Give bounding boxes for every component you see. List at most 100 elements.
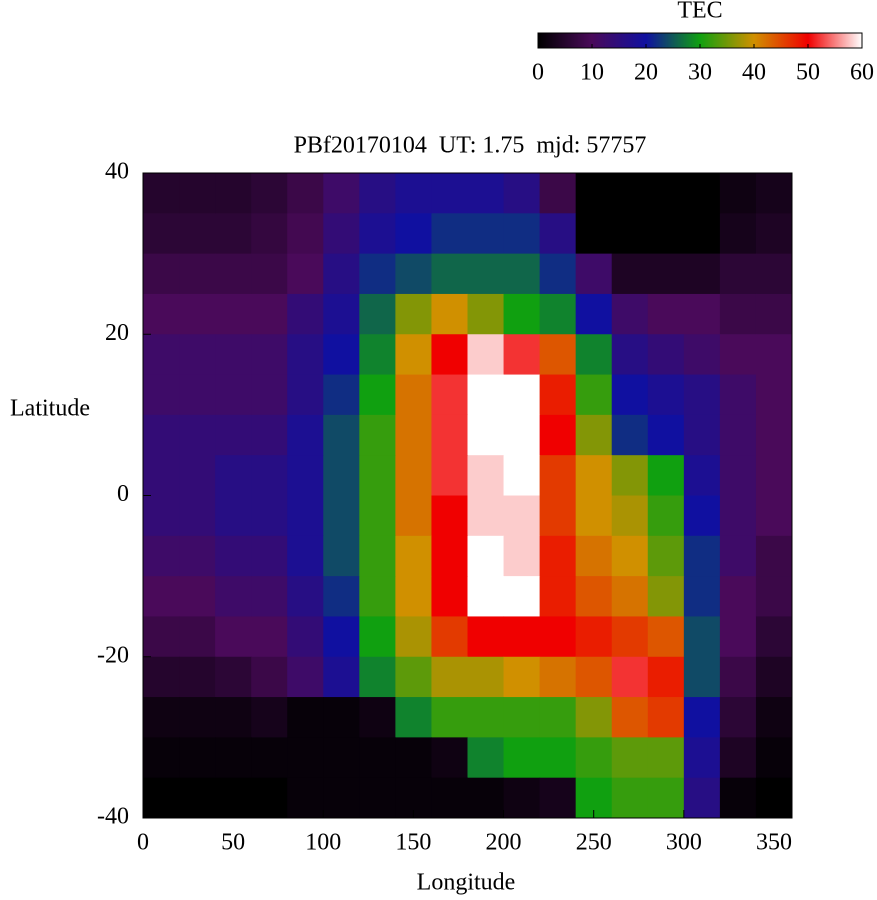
heat-cell: [143, 414, 180, 456]
heat-cell: [179, 697, 216, 738]
heat-cell: [503, 616, 541, 658]
heat-cell: [755, 293, 793, 335]
heat-cell: [395, 455, 432, 496]
y-axis-label: Latitude: [10, 396, 90, 422]
heat-cell: [575, 455, 613, 496]
heat-cell: [395, 334, 432, 376]
heat-cell: [683, 455, 721, 496]
heat-cell: [539, 293, 577, 335]
heat-cell: [611, 697, 649, 738]
heat-cell: [215, 213, 252, 255]
heat-cell: [683, 173, 721, 214]
y-tick-label: 0: [117, 481, 129, 507]
heat-cell: [359, 656, 396, 698]
heat-cell: [467, 334, 505, 376]
heat-cell: [647, 616, 685, 658]
heat-cell: [575, 697, 613, 738]
heat-cell: [323, 777, 360, 819]
heat-cell: [215, 253, 252, 295]
heat-cell: [251, 414, 288, 456]
heat-cell: [503, 737, 541, 779]
heat-cell: [143, 777, 180, 819]
heat-cell: [359, 576, 396, 617]
heat-cell: [431, 656, 468, 698]
heat-cell: [683, 737, 721, 779]
heat-cell: [539, 495, 577, 537]
heat-cell: [431, 293, 468, 335]
heat-cell: [251, 737, 288, 779]
heat-cell: [359, 293, 396, 335]
heat-cell: [467, 293, 505, 335]
heat-cell: [359, 697, 396, 738]
heat-cell: [575, 656, 613, 698]
heat-cell: [431, 576, 468, 617]
heat-cell: [575, 414, 613, 456]
heat-cell: [179, 414, 216, 456]
heat-cell: [143, 455, 180, 496]
chart-title: PBf20170104 UT: 1.75 mjd: 57757: [294, 133, 647, 159]
heat-cell: [143, 697, 180, 738]
x-tick-label: 300: [666, 830, 702, 856]
heat-cell: [539, 697, 577, 738]
heat-cell: [251, 173, 288, 214]
heat-cell: [323, 213, 360, 255]
colorbar-tick-label: 60: [850, 60, 874, 86]
heat-cell: [503, 455, 541, 496]
x-tick-label: 150: [395, 830, 431, 856]
heat-cell: [683, 414, 721, 456]
heat-cell: [143, 576, 180, 617]
heat-cell: [647, 697, 685, 738]
heat-cell: [395, 414, 432, 456]
heat-cell: [647, 737, 685, 779]
heat-cell: [431, 737, 468, 779]
heat-cell: [251, 253, 288, 295]
heat-cell: [467, 173, 505, 214]
heat-cell: [251, 656, 288, 698]
heat-cell: [323, 616, 360, 658]
heat-cell: [647, 374, 685, 416]
heat-cell: [395, 213, 432, 255]
heat-cell: [575, 253, 613, 295]
heat-cell: [575, 334, 613, 376]
heat-cell: [359, 777, 396, 819]
heat-cell: [323, 293, 360, 335]
heat-cell: [755, 495, 793, 537]
colorbar-label: TEC: [677, 0, 722, 24]
heat-cell: [215, 334, 252, 376]
heat-cell: [755, 737, 793, 779]
heat-cell: [683, 697, 721, 738]
heat-cell: [539, 334, 577, 376]
heat-cell: [323, 576, 360, 617]
heat-cell: [179, 293, 216, 335]
heat-cell: [395, 697, 432, 738]
heat-cell: [431, 455, 468, 496]
heat-cell: [179, 374, 216, 416]
heat-cell: [215, 576, 252, 617]
colorbar-tick-label: 50: [796, 60, 820, 86]
heat-cell: [179, 173, 216, 214]
x-tick-label: 50: [221, 830, 245, 856]
heat-cell: [503, 576, 541, 617]
heat-cell: [611, 495, 649, 537]
heat-cell: [287, 616, 324, 658]
heat-cell: [611, 616, 649, 658]
heat-cell: [755, 334, 793, 376]
colorbar-tick-label: 0: [532, 60, 544, 86]
heat-cell: [359, 374, 396, 416]
heat-cell: [143, 173, 180, 214]
heat-cell: [395, 495, 432, 537]
heat-cell: [755, 697, 793, 738]
heat-cell: [143, 374, 180, 416]
colorbar-tick-label: 40: [742, 60, 766, 86]
heat-cell: [755, 213, 793, 255]
heat-cell: [719, 293, 757, 335]
heat-cell: [179, 656, 216, 698]
heat-cell: [503, 213, 541, 255]
heat-cell: [431, 777, 468, 819]
x-tick-label: 350: [756, 830, 792, 856]
heat-cell: [683, 334, 721, 376]
heat-cell: [647, 253, 685, 295]
heat-cell: [503, 495, 541, 537]
heat-cell: [503, 334, 541, 376]
heat-cell: [431, 697, 468, 738]
